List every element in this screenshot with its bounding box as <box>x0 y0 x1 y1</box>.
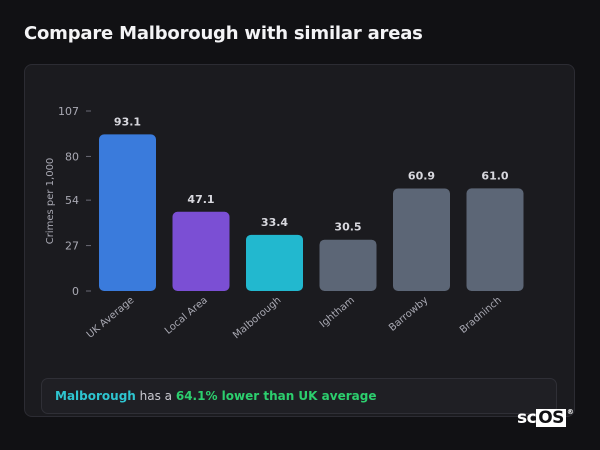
summary-connector: has a <box>135 389 176 403</box>
data-label: 30.5 <box>334 221 361 234</box>
x-tick-label: Bradninch <box>458 295 504 336</box>
bar-barrowby[interactable] <box>393 188 450 291</box>
comparison-summary: Malborough has a 64.1% lower than UK ave… <box>41 378 557 414</box>
summary-area-name: Malborough <box>55 389 136 403</box>
x-axis-labels: UK Average Local Area Malborough Ightham Bar… <box>85 295 504 341</box>
x-tick-label: Local Area <box>163 295 210 337</box>
y-tick-label: 80 <box>65 150 79 163</box>
page-title: Compare Malborough with similar areas <box>24 23 423 44</box>
bar-malborough[interactable] <box>246 234 303 291</box>
data-label: 47.1 <box>187 193 214 206</box>
y-tick-label: 0 <box>72 285 79 298</box>
y-axis-label: Crimes per 1,000 <box>45 158 56 245</box>
y-axis: 0 27 54 80 107 <box>58 105 91 298</box>
data-label: 93.1 <box>114 115 141 128</box>
data-label: 33.4 <box>261 216 288 229</box>
bars <box>99 134 524 291</box>
data-labels: 93.1 47.1 33.4 30.5 60.9 61.0 <box>114 115 509 233</box>
x-tick-label: Malborough <box>231 295 283 341</box>
x-tick-label: Barrowby <box>387 295 430 334</box>
y-tick-label: 107 <box>58 105 79 118</box>
bar-bradninch[interactable] <box>466 188 524 291</box>
x-tick-label: UK Average <box>85 295 137 341</box>
x-tick-label: Ightham <box>318 295 357 330</box>
summary-statistic: 64.1% lower than UK average <box>175 389 377 403</box>
bar-local-area[interactable] <box>172 211 230 291</box>
scos-logo: sc OS ® <box>517 408 574 428</box>
y-tick-label: 54 <box>65 194 79 207</box>
y-tick-label: 27 <box>65 240 79 253</box>
data-label: 60.9 <box>408 170 435 183</box>
data-label: 61.0 <box>481 169 508 182</box>
bar-uk-average[interactable] <box>99 134 156 291</box>
bar-ightham[interactable] <box>319 239 377 291</box>
